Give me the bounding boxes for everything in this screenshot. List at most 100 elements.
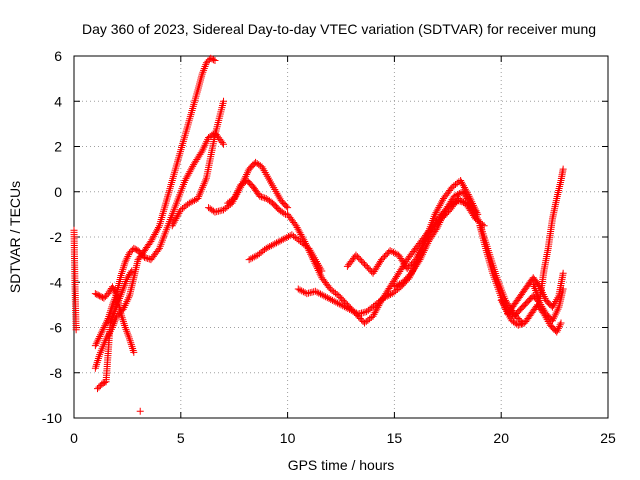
data-point	[136, 407, 144, 415]
data-point	[256, 192, 264, 200]
data-point	[415, 257, 423, 265]
data-point	[470, 207, 478, 215]
data-point	[447, 185, 455, 193]
data-point	[435, 203, 443, 211]
data-point	[435, 220, 443, 228]
x-tick-label: 20	[493, 430, 509, 446]
data-point	[150, 232, 158, 240]
data-point	[149, 234, 157, 242]
data-point	[391, 249, 399, 257]
data-point	[188, 164, 196, 172]
data-point	[434, 222, 442, 230]
data-point	[169, 220, 177, 228]
data-point	[370, 310, 378, 318]
data-point	[280, 209, 288, 217]
y-tick-label: 2	[54, 139, 62, 155]
data-point	[344, 304, 352, 312]
data-point	[131, 245, 139, 253]
data-point	[460, 183, 468, 191]
data-point	[119, 266, 127, 274]
data-point	[91, 364, 99, 372]
data-point	[311, 287, 319, 295]
data-point	[98, 293, 106, 301]
data-point	[305, 247, 313, 255]
y-tick-labels: -10 -8 -6 -4 -2 0 2 4 6	[42, 48, 62, 426]
data-point	[400, 277, 408, 285]
data-point	[380, 253, 388, 261]
data-point	[140, 253, 148, 261]
data-point	[174, 211, 182, 219]
data-point	[353, 253, 361, 261]
data-point	[556, 321, 564, 329]
y-axis-title: SDTVAR / TECUs	[7, 181, 23, 293]
data-point	[369, 312, 377, 320]
data-point	[554, 324, 562, 332]
data-point	[554, 326, 562, 334]
data-point	[197, 149, 205, 157]
data-point	[261, 194, 269, 202]
data-point	[208, 55, 216, 63]
data-point	[207, 54, 215, 62]
data-point	[308, 254, 316, 262]
data-point	[302, 239, 310, 247]
data-point	[360, 260, 368, 268]
data-point	[257, 193, 265, 201]
data-point	[313, 288, 321, 296]
data-point	[96, 331, 104, 339]
x-tick-label: 25	[600, 430, 616, 446]
data-point	[153, 227, 161, 235]
data-point	[362, 262, 370, 270]
data-point	[170, 218, 178, 226]
data-point	[152, 229, 160, 237]
series-track-a	[70, 226, 80, 334]
data-point	[466, 200, 474, 208]
data-point	[437, 200, 445, 208]
data-point	[110, 286, 118, 294]
data-point	[93, 358, 101, 366]
data-point	[294, 285, 302, 293]
data-point	[276, 237, 284, 245]
data-point	[346, 305, 354, 313]
x-tick-label: 15	[387, 430, 403, 446]
data-point	[352, 251, 360, 259]
data-point	[266, 243, 274, 251]
data-point	[403, 274, 411, 282]
data-point	[92, 362, 100, 370]
data-point	[187, 166, 195, 174]
data-point	[347, 306, 355, 314]
data-point	[202, 59, 210, 67]
data-point	[325, 283, 333, 291]
data-point	[328, 296, 336, 304]
data-point	[93, 360, 101, 368]
data-point	[210, 56, 218, 64]
data-point	[154, 225, 162, 233]
data-point	[381, 293, 389, 301]
series-track-d	[91, 283, 138, 356]
data-point	[243, 169, 251, 177]
data-point	[292, 222, 300, 230]
data-point	[310, 257, 318, 265]
series-track-g	[168, 97, 228, 230]
data-point	[390, 283, 398, 291]
data-point	[390, 248, 398, 256]
data-point	[325, 295, 333, 303]
data-point	[92, 340, 100, 348]
data-point	[394, 281, 402, 289]
x-tick-label: 0	[70, 430, 78, 446]
y-tick-label: -2	[50, 229, 63, 245]
data-point	[438, 213, 446, 221]
data-point	[517, 320, 525, 328]
data-point	[112, 290, 120, 298]
data-point	[363, 263, 371, 271]
data-point	[469, 205, 477, 213]
data-point	[173, 213, 181, 221]
data-point	[121, 258, 129, 266]
data-point	[385, 291, 393, 299]
data-point	[184, 171, 192, 179]
data-point	[130, 348, 138, 356]
data-point	[332, 298, 340, 306]
data-point	[337, 301, 345, 309]
data-point	[335, 292, 343, 300]
series-track-r	[497, 285, 567, 325]
